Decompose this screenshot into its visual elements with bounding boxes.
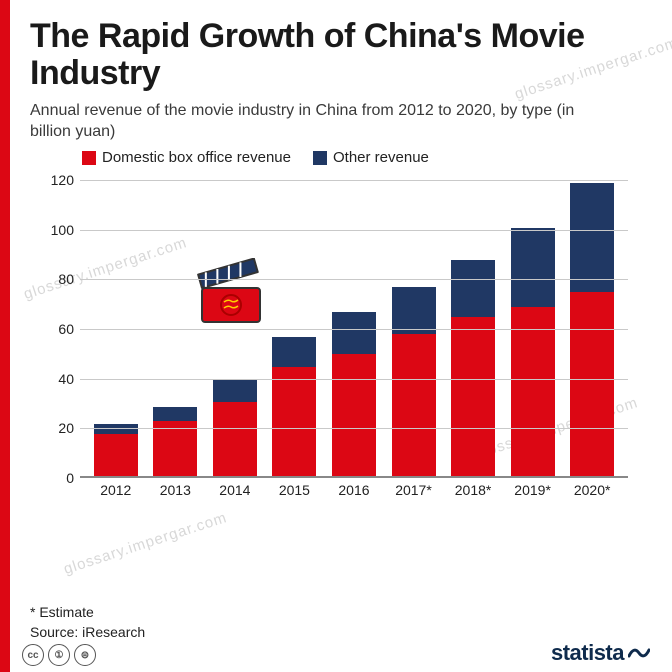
y-tick-label: 20 — [42, 420, 74, 436]
cc-nd-icon: ⊜ — [74, 644, 96, 666]
statista-logo: statista — [551, 640, 650, 666]
cc-icon: cc — [22, 644, 44, 666]
x-tick-label: 2017* — [392, 482, 436, 498]
bar-segment-domestic — [570, 292, 614, 476]
bar-segment-domestic — [213, 402, 257, 477]
x-tick-label: 2018* — [451, 482, 495, 498]
grid-line — [80, 230, 628, 231]
bar-column — [272, 337, 316, 476]
x-axis-labels: 2012 2013 2014 2015 2016 2017* 2018* 2019* 2020* — [80, 482, 628, 498]
logo-text: statista — [551, 640, 624, 666]
chart-subtitle: Annual revenue of the movie industry in … — [30, 101, 590, 143]
legend-label: Domestic box office revenue — [102, 149, 291, 166]
chart: 020406080100120 201220132014201520162017… — [36, 174, 636, 514]
bar-column — [451, 260, 495, 476]
x-tick-label: 2014 — [213, 482, 257, 498]
bar-column — [511, 228, 555, 476]
y-tick-label: 100 — [42, 222, 74, 238]
grid-line — [80, 379, 628, 380]
bar-segment-domestic — [272, 367, 316, 476]
y-tick-label: 60 — [42, 321, 74, 337]
bar-segment-domestic — [153, 421, 197, 476]
bar-segment-domestic — [332, 354, 376, 476]
bar-segment-other — [153, 407, 197, 422]
x-tick-label: 2015 — [272, 482, 316, 498]
bar-segment-other — [213, 379, 257, 401]
source-label: Source: iResearch — [30, 624, 145, 640]
y-tick-label: 40 — [42, 371, 74, 387]
bar-segment-domestic — [451, 317, 495, 476]
logo-wave-icon — [628, 644, 650, 662]
x-tick-label: 2012 — [94, 482, 138, 498]
legend: Domestic box office revenue Other revenu… — [82, 149, 650, 166]
y-tick-label: 0 — [42, 470, 74, 486]
legend-item: Other revenue — [313, 149, 429, 166]
bar-segment-other — [451, 260, 495, 317]
legend-label: Other revenue — [333, 149, 429, 166]
grid-line — [80, 428, 628, 429]
bar-segment-other — [272, 337, 316, 367]
grid-line — [80, 279, 628, 280]
x-tick-label: 2019* — [511, 482, 555, 498]
bar-column — [392, 287, 436, 476]
bar-column — [94, 424, 138, 476]
bar-segment-domestic — [392, 334, 436, 476]
y-tick-label: 80 — [42, 271, 74, 287]
bar-segment-other — [392, 287, 436, 334]
accent-bar — [0, 0, 10, 672]
x-tick-label: 2013 — [153, 482, 197, 498]
bar-segment-other — [570, 183, 614, 292]
bar-segment-other — [511, 228, 555, 307]
cc-by-icon: ① — [48, 644, 70, 666]
bar-segment-other — [332, 312, 376, 354]
cc-badges: cc ① ⊜ — [22, 644, 96, 666]
y-tick-label: 120 — [42, 172, 74, 188]
legend-swatch-other — [313, 151, 327, 165]
chart-title: The Rapid Growth of China's Movie Indust… — [30, 18, 650, 91]
bar-segment-domestic — [94, 434, 138, 476]
legend-item: Domestic box office revenue — [82, 149, 291, 166]
grid-line — [80, 329, 628, 330]
x-tick-label: 2020* — [570, 482, 614, 498]
bar-segment-domestic — [511, 307, 555, 476]
plot-area: 020406080100120 — [80, 180, 628, 478]
bar-column — [332, 312, 376, 476]
footer: cc ① ⊜ statista — [22, 640, 650, 666]
legend-swatch-domestic — [82, 151, 96, 165]
bars-container — [80, 180, 628, 476]
x-tick-label: 2016 — [332, 482, 376, 498]
watermark: glossary.impergar.com — [62, 509, 230, 578]
grid-line — [80, 180, 628, 181]
footnote: * Estimate — [30, 604, 94, 620]
clapper-icon — [188, 258, 274, 328]
bar-column — [153, 407, 197, 477]
